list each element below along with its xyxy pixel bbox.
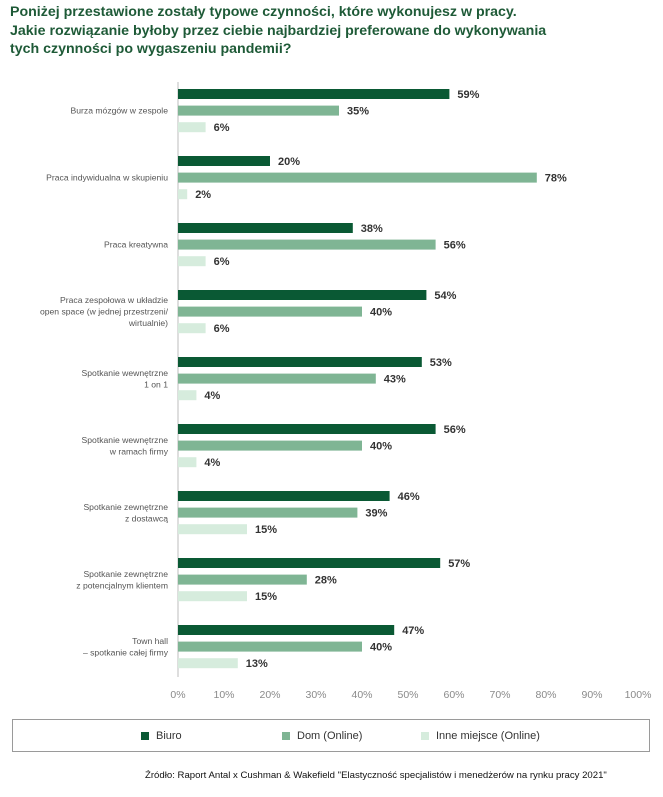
data-label: 15% [255, 524, 277, 536]
data-label: 20% [278, 156, 300, 168]
data-label: 39% [365, 508, 387, 520]
data-label: 15% [255, 591, 277, 603]
bar [178, 357, 422, 367]
legend-item-dom-online: Dom (Online) [282, 720, 362, 751]
data-label: 46% [398, 491, 420, 503]
data-label: 6% [214, 323, 230, 335]
data-label: 40% [370, 642, 392, 654]
category-label: Spotkanie wewnętrzne [82, 368, 169, 378]
title-line: Jakie rozwiązanie byłoby przez ciebie na… [10, 22, 547, 39]
x-tick-label: 70% [489, 689, 510, 701]
bar [178, 189, 188, 200]
x-tick-label: 0% [170, 689, 185, 701]
data-label: 56% [444, 240, 466, 252]
title-line: tych czynności po wygaszeniu pandemii? [10, 41, 292, 57]
x-tick-label: 10% [213, 689, 234, 701]
bar [178, 524, 247, 535]
data-label: 2% [195, 189, 211, 201]
bar [178, 641, 362, 652]
x-tick-label: 30% [305, 689, 326, 701]
bar [178, 89, 450, 99]
bar [178, 507, 358, 518]
bar [178, 390, 197, 401]
data-label: 28% [315, 575, 337, 587]
data-label: 57% [448, 558, 470, 570]
x-tick-label: 20% [259, 689, 280, 701]
category-label: Praca kreatywna [104, 240, 168, 250]
chart-title: Poniżej przestawione zostały typowe czyn… [10, 3, 655, 59]
category-label: z dostawcą [125, 513, 168, 523]
data-label: 54% [434, 290, 456, 302]
bar [178, 558, 441, 568]
data-label: 38% [361, 223, 383, 235]
bar [178, 156, 270, 166]
data-label: 78% [545, 173, 567, 185]
category-label: Spotkanie wewnętrzne [82, 435, 169, 445]
x-tick-label: 100% [625, 689, 652, 701]
category-label: Spotkanie zewnętrzne [83, 502, 168, 512]
x-tick-label: 80% [535, 689, 556, 701]
legend-label: Inne miejsce (Online) [436, 729, 540, 742]
data-label: 6% [214, 256, 230, 268]
legend-item-inne-miejsce: Inne miejsce (Online) [421, 720, 540, 751]
legend-swatch [141, 731, 149, 740]
category-label: open space (w jednej przestrzeni/ [40, 307, 169, 317]
category-label: 1 on 1 [144, 379, 168, 389]
data-label: 43% [384, 374, 406, 386]
data-label: 6% [214, 122, 230, 134]
bar [178, 658, 238, 669]
bar-chart: 0% 10% 20% 30% 40% 50% 60% 70% 80% 90% 100% 59% 35% 6… [40, 82, 652, 701]
x-tick-label: 60% [443, 689, 464, 701]
data-label: 40% [370, 441, 392, 453]
category-label: w ramach firmy [109, 446, 169, 456]
bar [178, 373, 376, 384]
bar [178, 491, 390, 501]
category-label: Praca indywidualna w skupieniu [46, 173, 168, 183]
category-label: – spotkanie całej firmy [83, 647, 169, 657]
x-tick-label: 90% [581, 689, 602, 701]
data-label: 40% [370, 307, 392, 319]
category-label: Burza mózgów w zespole [71, 106, 169, 116]
bar [178, 239, 436, 250]
legend-swatch [421, 731, 429, 740]
bar [178, 591, 247, 602]
x-tick-label: 40% [351, 689, 372, 701]
data-label: 47% [402, 625, 424, 637]
category-label: wirtualnie) [128, 318, 168, 328]
bar [178, 122, 206, 133]
legend-label: Biuro [156, 729, 182, 742]
data-label: 53% [430, 357, 452, 369]
bar [178, 424, 436, 434]
category-label: Spotkanie zewnętrzne [83, 569, 168, 579]
data-label: 4% [204, 390, 220, 402]
data-label: 13% [246, 658, 268, 670]
x-tick-label: 50% [397, 689, 418, 701]
data-label: 56% [444, 424, 466, 436]
bar [178, 223, 353, 233]
bar [178, 625, 395, 635]
bar [178, 306, 362, 317]
legend: Biuro Dom (Online) Inne miejsce (Online) [12, 719, 650, 752]
legend-item-biuro: Biuro [141, 720, 182, 751]
bar [178, 290, 427, 300]
category-label: Town hall [132, 636, 168, 646]
bar [178, 440, 362, 451]
data-label: 59% [457, 89, 479, 101]
bar [178, 457, 197, 468]
legend-swatch [282, 731, 290, 740]
source-note: Źródło: Raport Antal x Cushman & Wakefie… [145, 770, 607, 781]
category-label: Praca zespołowa w układzie [60, 295, 168, 305]
bar [178, 323, 206, 334]
data-label: 35% [347, 106, 369, 118]
title-line: Poniżej przestawione zostały typowe czyn… [10, 4, 517, 20]
bar [178, 172, 537, 183]
bar [178, 256, 206, 267]
legend-label: Dom (Online) [297, 729, 363, 742]
data-label: 4% [204, 457, 220, 469]
category-label: z potencjalnym klientem [76, 580, 168, 590]
bar [178, 574, 307, 585]
bar [178, 105, 339, 116]
